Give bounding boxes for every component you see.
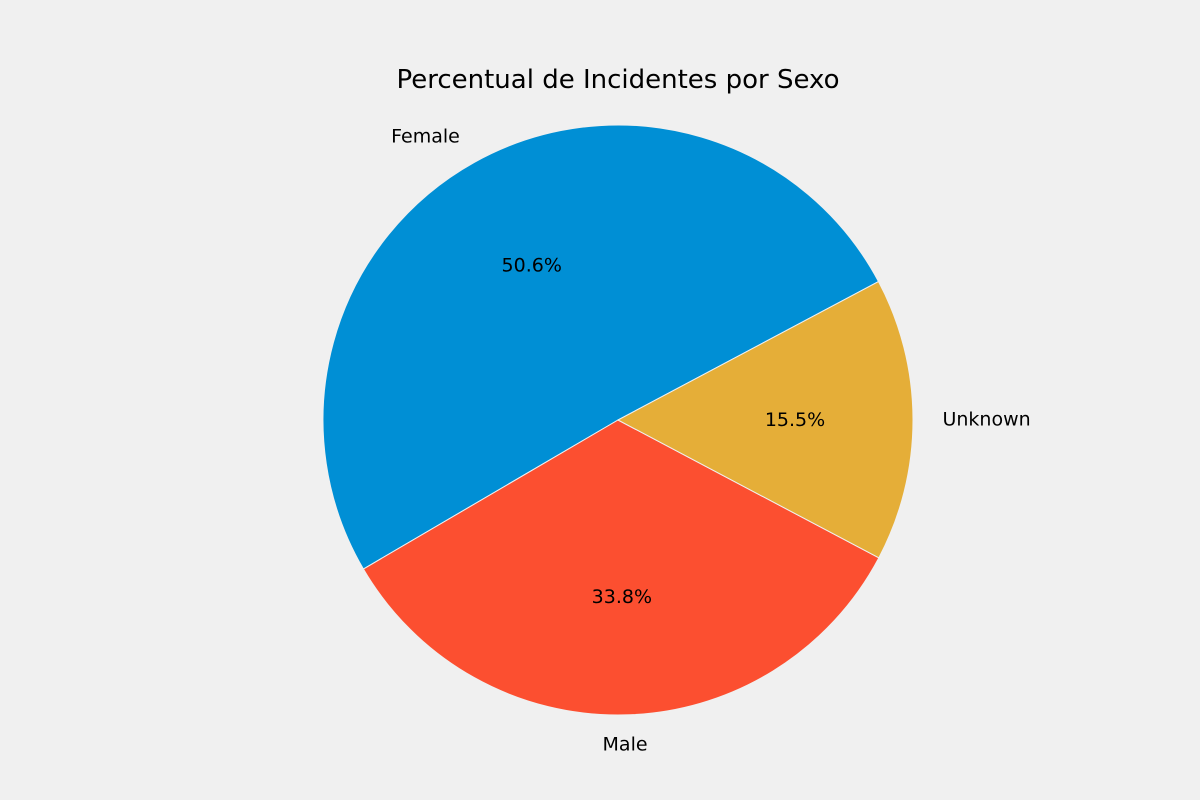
slice-label-unknown: Unknown	[942, 409, 1030, 431]
chart-title: Percentual de Incidentes por Sexo	[396, 65, 839, 95]
slice-label-female: Female	[391, 126, 460, 148]
pct-label-unknown: 15.5%	[765, 409, 825, 431]
pct-label-male: 33.8%	[592, 586, 652, 608]
pct-label-female: 50.6%	[502, 254, 562, 276]
pie-labels: 50.6% Female 33.8% Male 15.5% Unknown	[391, 126, 1031, 756]
pie-slice-female	[322, 124, 880, 570]
pie-slice-unknown	[616, 280, 914, 559]
slice-label-male: Male	[603, 733, 648, 755]
pie-slices	[322, 124, 914, 716]
pie-slice-male	[362, 419, 880, 716]
